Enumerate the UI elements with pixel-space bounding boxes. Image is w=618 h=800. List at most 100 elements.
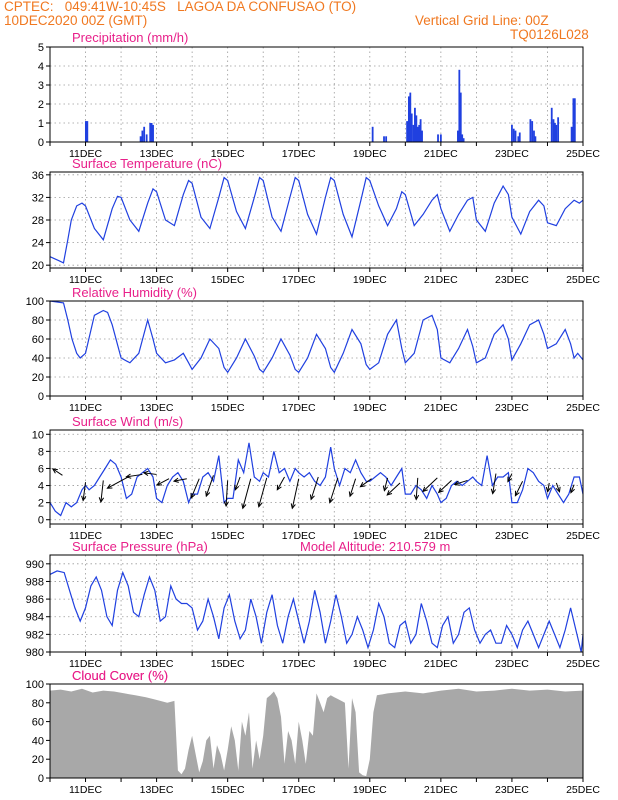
header-grid-note: Vertical Grid Line: 00Z xyxy=(415,13,549,28)
temp-xtick-label: 17DEC xyxy=(282,274,316,286)
wind-arrow-head xyxy=(570,487,575,494)
precip-bar xyxy=(406,121,409,142)
wind-arrow-head xyxy=(545,486,552,493)
cloud-title: Cloud Cover (%) xyxy=(72,668,168,683)
wind-arrow-shaft xyxy=(570,484,575,493)
wind-arrow-head xyxy=(106,483,113,489)
wind-arrow-head xyxy=(359,482,366,488)
temp-series-line xyxy=(49,176,584,264)
precip-bar xyxy=(150,123,153,142)
wind-arrow-shaft xyxy=(492,473,497,494)
wind-arrow-head xyxy=(382,485,388,492)
precip-bar xyxy=(517,136,520,142)
wind-arrow-shaft xyxy=(360,478,372,488)
wind-arrow-shaft xyxy=(156,478,170,486)
precip-bar xyxy=(141,130,144,142)
rh-ytick-label: 100 xyxy=(26,296,44,308)
precip-ytick-label: 1 xyxy=(38,118,44,130)
rh-ytick-label: 80 xyxy=(32,315,44,327)
wind-arrow-head xyxy=(142,470,149,477)
pressure-xtick-label: 15DEC xyxy=(211,658,245,670)
wind-arrow-head xyxy=(155,480,163,486)
cloud-xtick-label: 15DEC xyxy=(211,784,245,796)
wind-arrow-head xyxy=(348,491,354,498)
wind-arrow-head xyxy=(257,501,263,508)
temp-xtick-label: 11DEC xyxy=(69,274,102,286)
wind-arrow-head xyxy=(290,503,296,510)
precip-bar xyxy=(86,121,89,142)
wind-arrow-head xyxy=(241,503,247,510)
rh-xtick-label: 15DEC xyxy=(211,402,245,414)
rh-frame xyxy=(49,300,584,397)
precip-bar xyxy=(439,134,442,142)
precip-xtick-label: 19DEC xyxy=(353,148,387,160)
precip-bar xyxy=(572,98,575,142)
precip-bar xyxy=(139,136,142,142)
wind-xtick-label: 13DEC xyxy=(140,530,174,542)
rh-xtick-label: 23DEC xyxy=(495,402,529,414)
wind-arrow-head xyxy=(172,477,179,483)
cloud-xtick-label: 23DEC xyxy=(495,784,529,796)
wind-arrow-head xyxy=(309,494,315,501)
wind-arrow-shaft xyxy=(52,468,63,476)
wind-arrow-shaft xyxy=(190,478,200,499)
precip-bar xyxy=(457,130,459,142)
wind-arrow-shaft xyxy=(242,478,252,509)
cloud-ytick-label: 100 xyxy=(26,679,44,691)
rh-ytick-label: 40 xyxy=(32,353,44,365)
temp-ytick-label: 24 xyxy=(32,238,44,250)
wind-arrow-shaft xyxy=(100,480,104,503)
precip-bar xyxy=(461,134,464,142)
wind-arrow-head xyxy=(276,484,282,491)
wind-arrow-shaft xyxy=(386,482,401,496)
wind-xtick-label: 17DEC xyxy=(282,530,316,542)
temp-xtick-label: 25DEC xyxy=(566,274,600,286)
precip-bar xyxy=(554,123,556,142)
precip-bar xyxy=(557,117,560,142)
precip-bar xyxy=(531,121,534,142)
precip-bar xyxy=(145,134,148,142)
precip-bar xyxy=(415,115,418,142)
wind-arrow-head xyxy=(328,497,334,504)
precip-xtick-label: 11DEC xyxy=(69,148,102,160)
wind-arrow-head xyxy=(386,490,393,496)
cloud-area xyxy=(50,688,583,778)
precip-xtick-label: 15DEC xyxy=(211,148,245,160)
wind-ytick-label: 10 xyxy=(32,429,44,441)
precip-bar xyxy=(385,136,388,142)
pressure-xtick-label: 13DEC xyxy=(140,658,174,670)
precip-bar xyxy=(511,124,513,142)
precip-bar xyxy=(143,126,146,142)
rh-xtick-label: 25DEC xyxy=(566,402,600,414)
wind-xtick-label: 21DEC xyxy=(424,530,458,542)
precip-bar xyxy=(529,119,532,142)
precip-bar xyxy=(534,136,537,142)
precip-bar xyxy=(414,107,416,142)
cloud-ytick-label: 60 xyxy=(32,717,44,729)
wind-arrow-head xyxy=(205,491,211,498)
precip-bar xyxy=(410,113,413,142)
pressure-model-altitude: Model Altitude: 210.579 m xyxy=(300,539,450,554)
temp-xtick-label: 23DEC xyxy=(495,274,529,286)
wind-title: Surface Wind (m/s) xyxy=(72,414,183,429)
wind-arrow-shaft xyxy=(329,477,339,503)
precip-bar xyxy=(416,126,419,142)
wind-xtick-label: 23DEC xyxy=(495,530,529,542)
wind-arrow-shaft xyxy=(547,482,550,492)
wind-arrow-shaft xyxy=(349,478,357,497)
wind-arrow-shaft xyxy=(107,476,129,489)
precip-xtick-label: 23DEC xyxy=(495,148,529,160)
precip-bar xyxy=(409,92,412,142)
precip-bar xyxy=(412,124,415,142)
pressure-xtick-label: 19DEC xyxy=(353,658,387,670)
pressure-ytick-label: 982 xyxy=(26,629,44,641)
cloud-xtick-label: 21DEC xyxy=(424,784,458,796)
precip-bar xyxy=(552,119,555,142)
wind-xtick-label: 19DEC xyxy=(353,530,387,542)
pressure-ytick-label: 990 xyxy=(26,559,44,571)
precip-bar xyxy=(533,130,535,142)
cloud-xtick-label: 25DEC xyxy=(566,784,600,796)
pressure-ytick-label: 986 xyxy=(26,594,44,606)
precip-bar xyxy=(84,121,87,142)
